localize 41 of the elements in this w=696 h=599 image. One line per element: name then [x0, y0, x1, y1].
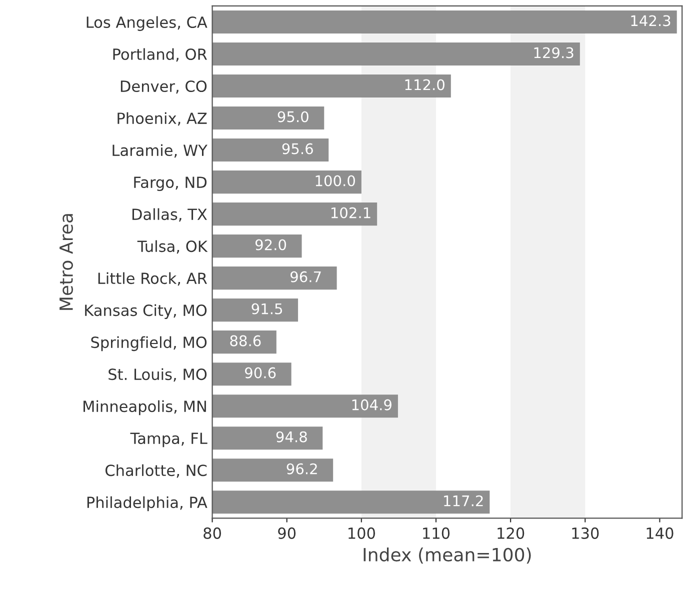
y-tick-label: Denver, CO: [120, 80, 207, 94]
y-axis-title: Metro Area: [60, 214, 73, 310]
data-label: 112.0: [405, 79, 444, 90]
x-tick-label: 100: [348, 527, 375, 539]
y-tick-label: Laramie, WY: [112, 144, 208, 158]
y-tick-label: Philadelphia, PA: [87, 496, 208, 512]
x-axis-title: Index (mean=100): [364, 548, 531, 564]
data-label: 104.9: [352, 399, 392, 410]
data-label: 96.2: [286, 463, 317, 474]
y-tick-label: Tulsa, OK: [137, 240, 208, 254]
y-tick-label: Los Angeles, CA: [86, 16, 208, 31]
data-label: 91.5: [252, 303, 282, 314]
data-label: 94.8: [276, 431, 307, 442]
data-label: 102.1: [331, 207, 370, 218]
x-tick-label: 140: [646, 527, 674, 539]
data-label: 90.6: [245, 367, 276, 378]
data-label: 96.7: [290, 271, 321, 282]
y-tick-label: Springfield, MO: [91, 336, 207, 352]
data-label: 95.6: [282, 143, 313, 154]
x-tick-label: 90: [278, 527, 296, 539]
y-tick-label: St. Louis, MO: [108, 368, 207, 382]
data-label: 117.2: [444, 495, 483, 506]
y-tick-label: Minneapolis, MN: [84, 400, 206, 416]
y-tick-label: Portland, OR: [113, 48, 207, 62]
x-tick-label: 80: [204, 527, 221, 539]
y-tick-label: Kansas City, MO: [85, 304, 207, 320]
y-tick-label: Phoenix, AZ: [118, 112, 207, 126]
y-tick-label: Tampa, FL: [130, 432, 208, 448]
data-label: 100.0: [316, 175, 355, 186]
y-tick-label: Charlotte, NC: [106, 464, 207, 478]
data-label: 88.6: [230, 335, 261, 346]
x-tick-label: 110: [423, 527, 450, 539]
data-label: 142.3: [631, 15, 670, 26]
data-label: 95.0: [278, 111, 308, 122]
y-tick-label: Fargo, ND: [134, 176, 207, 192]
y-tick-label: Little Rock, AR: [98, 272, 207, 286]
data-label: 92.0: [255, 239, 286, 250]
x-tick-label: 130: [572, 527, 599, 539]
data-label: 129.3: [534, 47, 574, 58]
x-tick-label: 120: [498, 527, 524, 539]
y-tick-label: Dallas, TX: [132, 208, 207, 222]
